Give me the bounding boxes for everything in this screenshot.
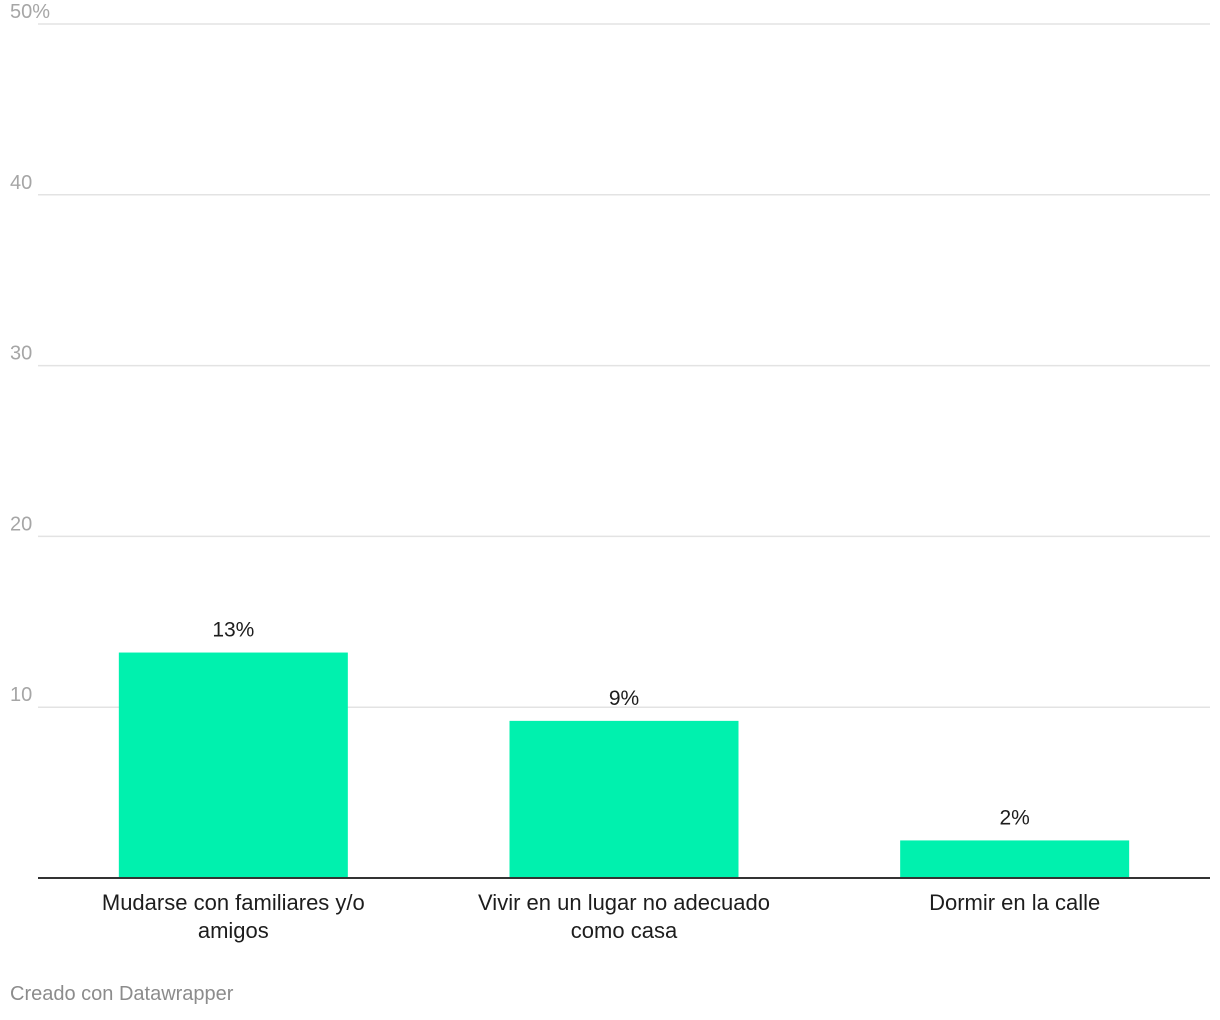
y-tick-label: 50% xyxy=(10,1,50,23)
category-label: Vivir en un lugar no adecuado como casa xyxy=(478,890,770,943)
bar xyxy=(900,840,1130,878)
category-label-line: Vivir en un lugar no adecuado xyxy=(478,890,770,915)
category-label-line: como casa xyxy=(571,918,678,943)
category-label-line: Mudarse con familiares y/o xyxy=(102,890,365,915)
bar xyxy=(118,652,348,878)
category-label-line: Dormir en la calle xyxy=(929,890,1100,915)
bar xyxy=(509,720,739,878)
value-labels: 13% 9% 2% xyxy=(212,619,1030,830)
y-tick-label: 10 xyxy=(10,684,32,706)
datawrapper-credit[interactable]: Creado con Datawrapper xyxy=(10,983,234,1005)
bars xyxy=(118,652,1130,878)
bar-value-label: 13% xyxy=(212,619,254,642)
category-labels: Mudarse con familiares y/o amigos Vivir en… xyxy=(102,890,1100,943)
gridlines xyxy=(38,23,1210,708)
y-tick-label: 20 xyxy=(10,513,32,535)
y-tick-label: 40 xyxy=(10,172,32,194)
bar-value-label: 2% xyxy=(999,806,1029,829)
bar-value-label: 9% xyxy=(609,687,639,710)
category-label: Mudarse con familiares y/o amigos xyxy=(102,890,365,943)
category-label: Dormir en la calle xyxy=(929,890,1100,915)
category-label-line: amigos xyxy=(198,918,269,943)
y-axis-ticks: 10 20 30 40 50% xyxy=(10,1,50,706)
y-tick-label: 30 xyxy=(10,343,32,365)
